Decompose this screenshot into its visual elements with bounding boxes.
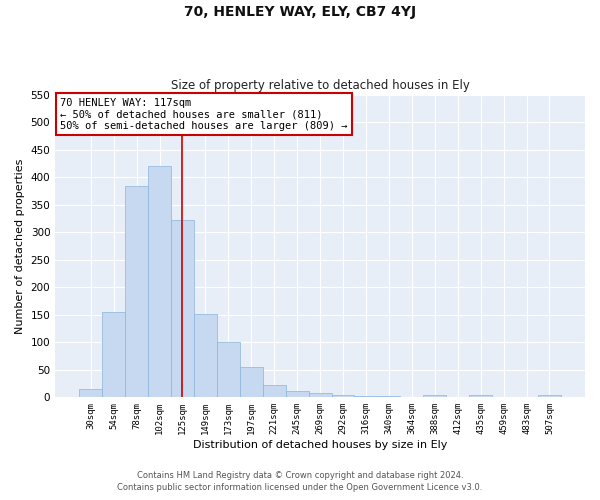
Title: Size of property relative to detached houses in Ely: Size of property relative to detached ho… [170,79,470,92]
Bar [515,397,538,398]
Bar [194,314,217,398]
Bar [148,166,171,398]
Bar [125,186,148,398]
Bar [79,389,102,398]
Bar [240,367,263,398]
Bar [492,397,515,398]
Bar [377,396,400,398]
Bar [286,390,308,398]
Bar [332,394,355,398]
Bar [263,385,286,398]
Bar [538,394,561,398]
Bar [355,396,377,398]
Bar [171,220,194,398]
Bar [446,397,469,398]
Bar [423,395,446,398]
Bar [217,342,240,398]
X-axis label: Distribution of detached houses by size in Ely: Distribution of detached houses by size … [193,440,447,450]
Bar [469,395,492,398]
Bar [308,393,332,398]
Text: 70, HENLEY WAY, ELY, CB7 4YJ: 70, HENLEY WAY, ELY, CB7 4YJ [184,5,416,19]
Y-axis label: Number of detached properties: Number of detached properties [15,158,25,334]
Bar [102,312,125,398]
Text: 70 HENLEY WAY: 117sqm
← 50% of detached houses are smaller (811)
50% of semi-det: 70 HENLEY WAY: 117sqm ← 50% of detached … [61,98,348,131]
Bar [400,397,423,398]
Text: Contains HM Land Registry data © Crown copyright and database right 2024.
Contai: Contains HM Land Registry data © Crown c… [118,471,482,492]
